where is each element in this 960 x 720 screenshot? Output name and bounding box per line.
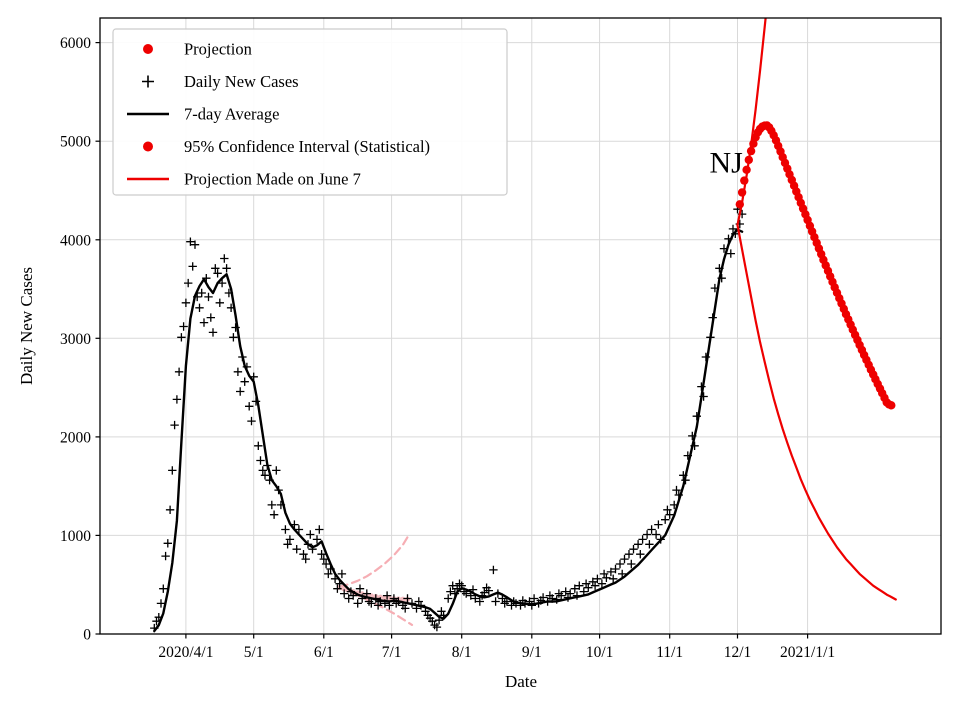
y-tick-label: 5000: [60, 134, 91, 151]
legend-entry-label: 7-day Average: [184, 105, 279, 124]
legend-marker-dot: [143, 44, 153, 54]
projection-dot: [746, 146, 756, 156]
y-tick-label: 0: [83, 627, 91, 644]
series-daily-new-cases: [150, 205, 747, 633]
x-tick-label: 9/1: [522, 644, 542, 661]
legend-box: [112, 28, 508, 196]
projection-dot: [735, 200, 744, 209]
series-layer: [150, 18, 897, 633]
y-axis: 0 1000 2000 3000 4000 5000 6000: [60, 35, 100, 644]
x-axis: 2020/4/1 5/1 6/1 7/1 8/1 9/1 10/1 11/1 12/1 2021/…: [158, 634, 835, 661]
y-tick-label: 6000: [60, 35, 91, 52]
axes-spines: [99, 17, 942, 635]
legend-marker-plus: [142, 75, 154, 88]
legend-entry-label: Projection Made on June 7: [184, 170, 361, 189]
x-axis-title: Date: [505, 672, 537, 691]
series-june7-upper-ci-dashed: [338, 532, 411, 588]
x-tick-label: 5/1: [244, 644, 264, 661]
state-annotation: NJ: [710, 147, 744, 180]
y-axis-title: Daily New Cases: [17, 267, 36, 385]
projection-dot: [744, 155, 753, 165]
june7-projection-dots-dot: [386, 595, 392, 601]
y-tick-label: 1000: [60, 528, 91, 545]
x-tick-label: 7/1: [382, 644, 402, 661]
x-tick-label: 12/1: [724, 644, 752, 661]
projection-dot: [749, 139, 758, 148]
projection-dot: [887, 401, 896, 410]
y-tick-label: 4000: [60, 232, 91, 249]
legend-marker-dot: [143, 141, 153, 152]
projection-dot: [737, 188, 747, 197]
x-tick-label: 2020/4/1: [158, 644, 213, 661]
projection-dot: [740, 176, 749, 185]
x-tick-label: 2021/1/1: [780, 644, 835, 661]
x-tick-label: 6/1: [314, 644, 334, 661]
series-ci-upper-line: [736, 18, 767, 227]
y-tick-label: 3000: [60, 331, 91, 348]
series-projection: [735, 121, 896, 410]
series-ci-lower-line: [736, 223, 897, 601]
series-seven-day-average: [153, 228, 744, 633]
projection-dot: [742, 165, 751, 174]
x-tick-label: 8/1: [452, 644, 472, 661]
x-tick-label: 11/1: [656, 644, 683, 661]
legend: Projection Daily New Cases 7-day Average 95…: [112, 28, 508, 196]
legend-entry-label: Projection: [184, 40, 252, 59]
y-tick-label: 2000: [60, 429, 91, 446]
legend-entry-label: 95% Confidence Interval (Statistical): [184, 137, 430, 156]
x-tick-label: 10/1: [586, 644, 614, 661]
legend-entry-label: Daily New Cases: [184, 72, 299, 91]
june7-projection-dots-dot: [382, 595, 388, 601]
